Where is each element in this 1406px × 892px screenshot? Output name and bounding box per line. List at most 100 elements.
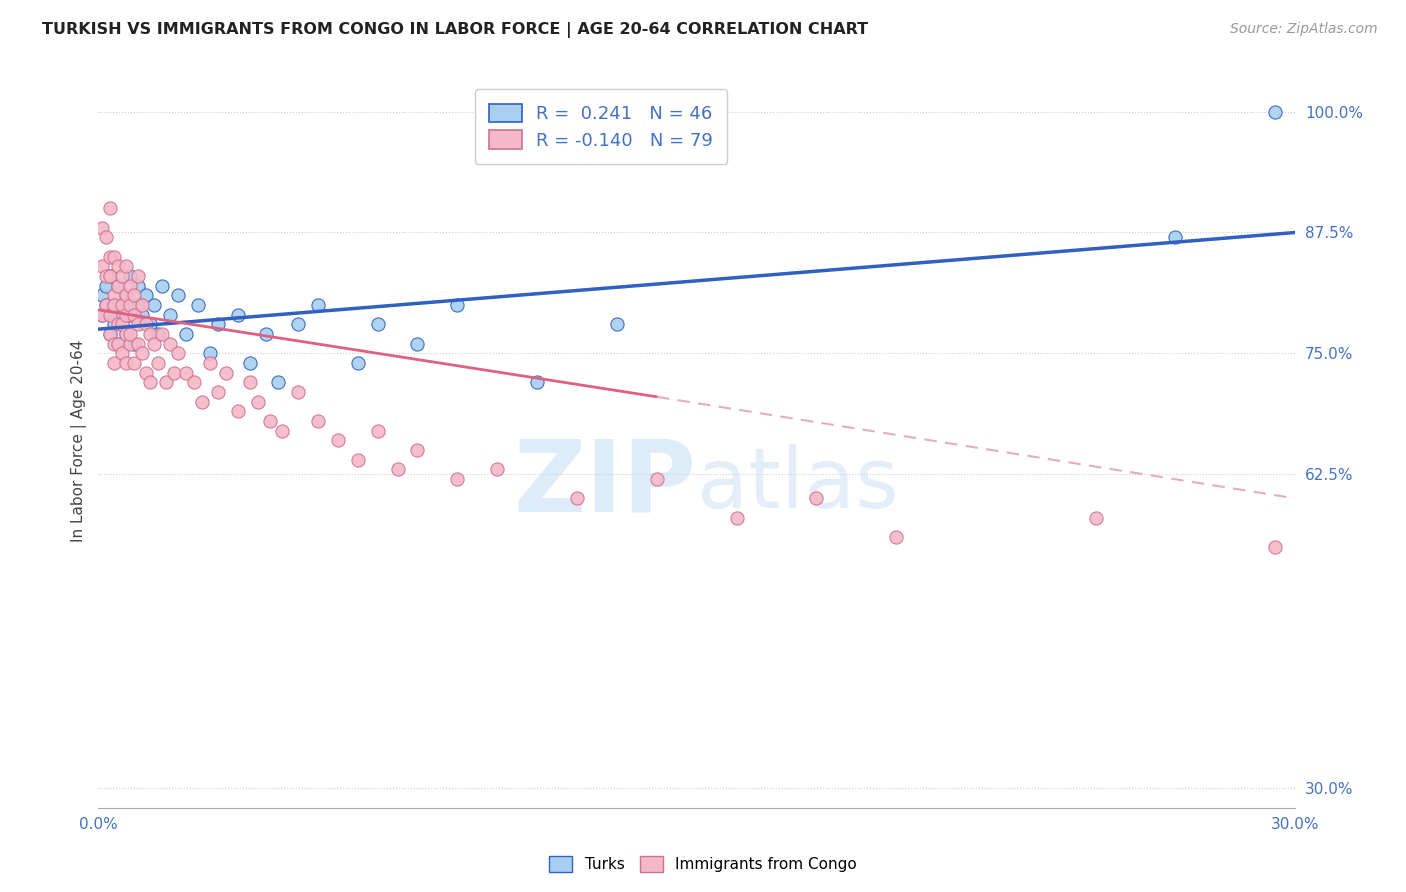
Point [1264,540,1286,554]
Point [107,260,129,274]
Point [1264,104,1286,119]
Point [122,308,145,322]
Point [91,308,114,322]
Point [486,462,509,476]
Point [91,220,114,235]
Point [98,308,121,322]
Point [107,336,129,351]
Point [107,318,129,332]
Point [187,298,209,312]
Point [98,250,121,264]
Point [174,326,197,341]
Point [191,394,214,409]
Point [139,318,162,332]
Point [155,376,177,390]
Point [163,366,186,380]
Point [115,288,138,302]
Point [198,356,221,370]
Point [226,308,249,322]
Point [120,308,142,322]
Point [239,376,262,390]
Text: ZIP: ZIP [513,436,697,533]
Point [103,298,125,312]
Point [884,530,907,544]
Point [143,298,166,312]
Point [115,326,138,341]
Point [139,326,162,341]
Point [91,288,114,302]
Point [122,336,145,351]
Point [150,326,173,341]
Point [115,288,138,302]
Point [111,298,134,312]
Point [150,278,173,293]
Point [111,318,134,332]
Point [406,336,429,351]
Point [239,356,262,370]
Point [120,326,142,341]
Point [91,260,114,274]
Point [159,308,181,322]
Point [96,298,118,312]
Point [1164,230,1187,244]
Y-axis label: In Labor Force | Age 20-64: In Labor Force | Age 20-64 [72,339,87,541]
Point [346,452,368,467]
Point [98,268,121,283]
Point [135,318,157,332]
Point [107,336,129,351]
Point [135,288,157,302]
Point [127,278,149,293]
Point [98,202,121,216]
Point [606,318,628,332]
Point [259,414,281,428]
Point [91,308,114,322]
Point [215,366,238,380]
Point [98,326,121,341]
Point [207,384,229,399]
Point [111,268,134,283]
Point [111,298,134,312]
Point [246,394,269,409]
Point [98,268,121,283]
Point [725,510,748,524]
Point [122,356,145,370]
Point [127,336,149,351]
Point [159,336,181,351]
Point [183,376,205,390]
Point [96,230,118,244]
Point [103,298,125,312]
Point [1084,510,1107,524]
Point [254,326,277,341]
Point [207,318,229,332]
Point [565,491,588,506]
Point [387,462,409,476]
Point [107,278,129,293]
Text: Source: ZipAtlas.com: Source: ZipAtlas.com [1230,22,1378,37]
Point [115,260,138,274]
Legend: Turks, Immigrants from Congo: Turks, Immigrants from Congo [541,848,865,880]
Point [103,288,125,302]
Point [115,326,138,341]
Point [367,318,389,332]
Point [131,298,153,312]
Point [127,298,149,312]
Point [96,268,118,283]
Point [307,298,329,312]
Point [446,472,468,486]
Point [120,278,142,293]
Point [98,326,121,341]
Text: atlas: atlas [697,444,898,524]
Point [131,308,153,322]
Point [103,318,125,332]
Point [226,404,249,418]
Point [103,250,125,264]
Point [143,336,166,351]
Point [122,288,145,302]
Point [127,318,149,332]
Point [127,268,149,283]
Point [139,376,162,390]
Point [111,346,134,360]
Point [131,346,153,360]
Legend: R =  0.241   N = 46, R = -0.140   N = 79: R = 0.241 N = 46, R = -0.140 N = 79 [475,89,727,164]
Point [198,346,221,360]
